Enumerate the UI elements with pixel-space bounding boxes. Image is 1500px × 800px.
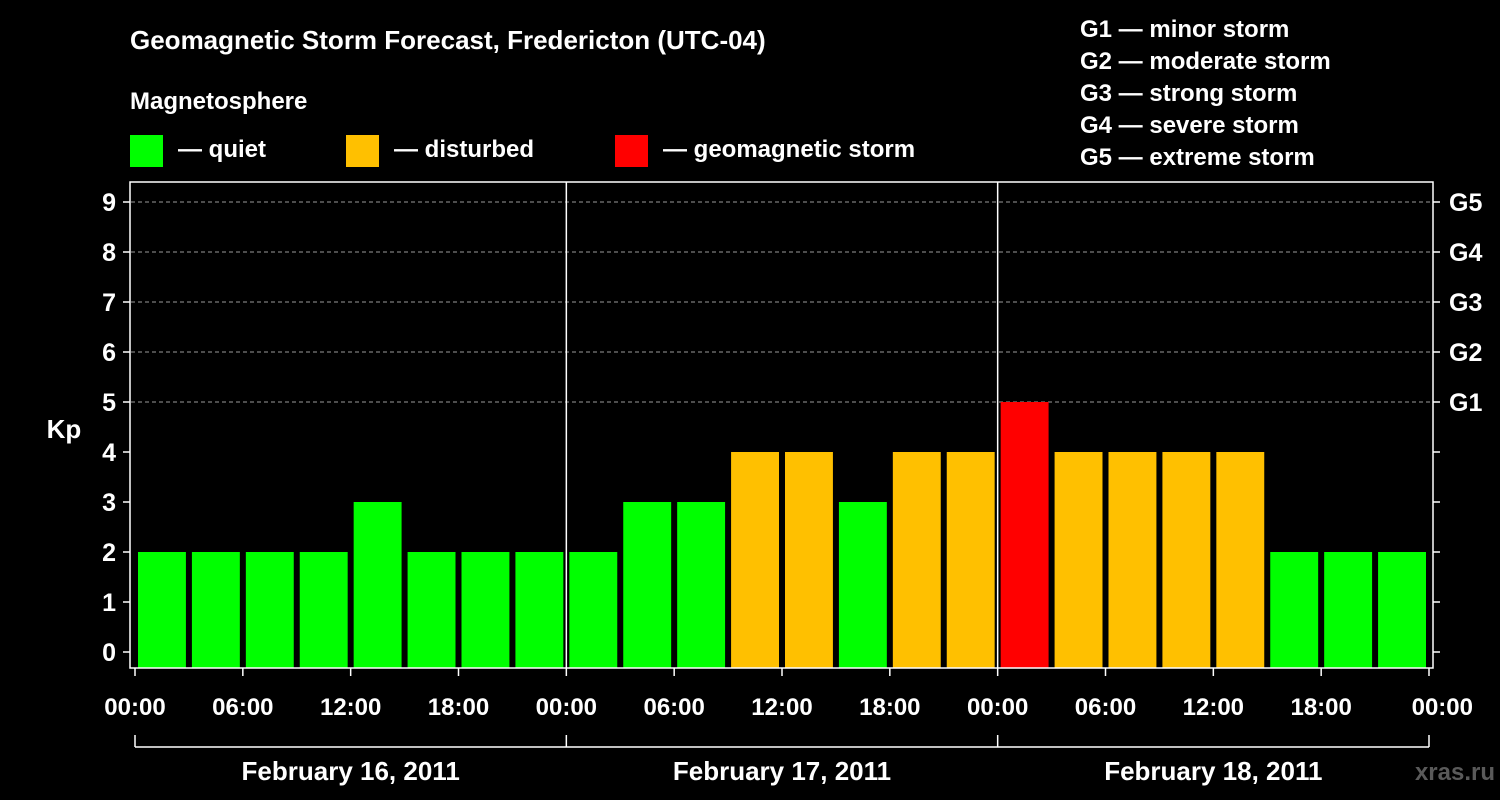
right-tick-label: G3 [1449, 289, 1482, 317]
legend-swatch-quiet [130, 135, 163, 167]
kp-bar [1162, 452, 1211, 668]
right-tick-label: G4 [1449, 239, 1482, 267]
storm-scale-legend: G1 — minor storm G2 — moderate storm G3 … [1080, 16, 1331, 171]
y-tick-label: 1 [102, 589, 116, 617]
x-tick-label: 06:00 [212, 694, 273, 721]
y-tick-label: 2 [102, 539, 116, 567]
kp-bar [299, 552, 348, 668]
storm-scale-g4: G4 — severe storm [1080, 112, 1299, 139]
storm-scale-g1: G1 — minor storm [1080, 16, 1289, 43]
watermark: xras.ru [1415, 759, 1495, 786]
kp-bar [191, 552, 240, 668]
kp-bar [892, 452, 941, 668]
x-tick-label: 06:00 [1075, 694, 1136, 721]
x-tick-label: 18:00 [1290, 694, 1351, 721]
kp-bar [785, 452, 833, 668]
kp-bar [461, 552, 510, 668]
legend-title: Magnetosphere [130, 88, 307, 115]
legend-swatch-storm [615, 135, 648, 167]
kp-bar [515, 552, 564, 668]
day-separators [565, 182, 999, 668]
grid-lines [131, 201, 1432, 403]
kp-bar [623, 502, 672, 668]
kp-bar [407, 552, 456, 668]
kp-bar [138, 552, 186, 668]
kp-bar [1108, 452, 1157, 668]
right-tick-label: G1 [1449, 389, 1482, 417]
x-tick-label: 00:00 [967, 694, 1028, 721]
storm-scale-g2: G2 — moderate storm [1080, 48, 1331, 75]
legend-label-disturbed: — disturbed [394, 136, 534, 163]
right-tick-label: G5 [1449, 189, 1482, 217]
y-axis: 0 1 2 3 4 5 6 7 8 9 [102, 189, 130, 667]
x-tick-label: 18:00 [859, 694, 920, 721]
kp-bar [569, 552, 618, 668]
kp-bar [1324, 552, 1373, 668]
x-tick-label: 18:00 [428, 694, 489, 721]
legend: — quiet — disturbed — geomagnetic storm [130, 135, 915, 167]
legend-label-storm: — geomagnetic storm [663, 136, 915, 163]
kp-bar [731, 452, 779, 668]
kp-bar [1000, 402, 1049, 668]
x-tick-label: 06:00 [643, 694, 704, 721]
y-tick-label: 6 [102, 339, 116, 367]
right-axis: G1 G2 G3 G4 G5 [1433, 189, 1482, 653]
x-tick-label: 12:00 [751, 694, 812, 721]
y-tick-label: 9 [102, 189, 116, 217]
day-label: February 17, 2011 [673, 756, 891, 786]
y-tick-label: 3 [102, 489, 116, 517]
storm-scale-g5: G5 — extreme storm [1080, 144, 1315, 171]
day-label: February 16, 2011 [242, 756, 460, 786]
y-tick-label: 7 [102, 289, 116, 317]
day-axis: February 16, 2011 February 17, 2011 Februa… [134, 735, 1430, 786]
kp-bar [1216, 452, 1265, 668]
y-tick-label: 5 [102, 389, 116, 417]
kp-bar [838, 502, 887, 668]
x-tick-label: 00:00 [104, 694, 165, 721]
right-tick-label: G2 [1449, 339, 1482, 367]
kp-bar [677, 502, 726, 668]
kp-bar [245, 552, 294, 668]
x-tick-label: 12:00 [320, 694, 381, 721]
x-axis: 00:00 06:00 12:00 18:00 00:00 06:00 12:00 18:00… [104, 668, 1473, 721]
legend-swatch-disturbed [346, 135, 379, 167]
kp-bar [1270, 552, 1319, 668]
kp-bar [1054, 452, 1103, 668]
x-tick-label: 12:00 [1183, 694, 1244, 721]
y-tick-label: 4 [102, 439, 116, 467]
storm-scale-g3: G3 — strong storm [1080, 80, 1297, 107]
y-tick-label: 0 [102, 639, 116, 667]
x-tick-label: 00:00 [1412, 694, 1473, 721]
y-axis-label: Kp [47, 414, 82, 444]
kp-bar [946, 452, 995, 668]
x-tick-label: 00:00 [536, 694, 597, 721]
bars [138, 402, 1426, 668]
chart-title: Geomagnetic Storm Forecast, Fredericton … [130, 25, 766, 55]
y-tick-label: 8 [102, 239, 116, 267]
kp-bar [353, 502, 402, 668]
day-label: February 18, 2011 [1104, 756, 1322, 786]
kp-bar [1378, 552, 1426, 668]
legend-label-quiet: — quiet [178, 136, 266, 163]
